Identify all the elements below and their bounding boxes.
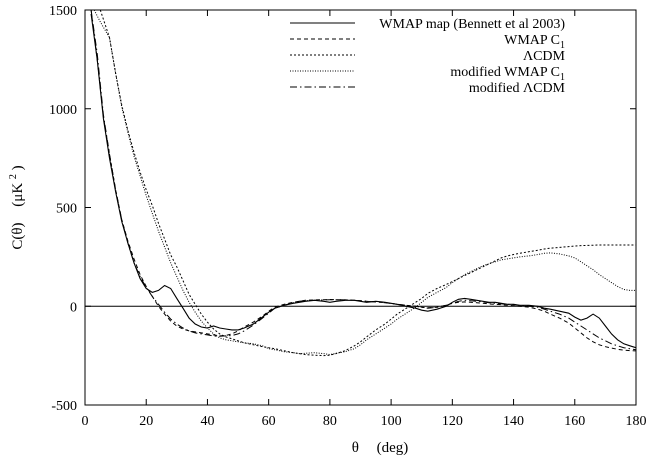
x-tick-label: 40	[200, 414, 214, 429]
legend: WMAP map (Bennett et al 2003)WMAP C1ΛCDM…	[290, 17, 566, 96]
y-tick-label: -500	[51, 399, 77, 414]
x-tick-label: 60	[262, 414, 276, 429]
y-axis-label-unit: (μK	[10, 183, 26, 207]
y-tick-label: 0	[70, 300, 77, 315]
legend-label-3: ΛCDM	[523, 49, 566, 64]
y-tick-label: 1500	[49, 4, 77, 19]
x-tick-label: 120	[442, 414, 463, 429]
x-tick-label: 0	[82, 414, 89, 429]
series-line-5	[90, 10, 636, 351]
ticks: 0 20 40 60 80 100 120 140 160 180 -500 0 500 1000 1500	[49, 4, 647, 429]
legend-label-1: WMAP map (Bennett et al 2003)	[379, 17, 565, 32]
y-axis-label-unit-close: )	[10, 165, 26, 170]
legend-label-2: WMAP C1	[504, 33, 565, 51]
x-tick-label: 80	[323, 414, 337, 429]
legend-label-4: modified WMAP C1	[450, 65, 565, 83]
legend-label-5: modified ΛCDM	[469, 81, 566, 96]
series-line-1	[90, 13, 636, 349]
x-tick-label: 180	[626, 414, 647, 429]
y-tick-label: 500	[56, 202, 77, 217]
plot-lines	[90, 10, 636, 357]
y-axis-label-main: C(θ)	[10, 222, 26, 249]
y-tick-label: 1000	[49, 103, 77, 118]
x-tick-label: 20	[139, 414, 153, 429]
x-axis-label: θ (deg)	[352, 440, 409, 456]
x-tick-label: 160	[564, 414, 585, 429]
series-line-4	[93, 10, 636, 356]
x-tick-label: 100	[381, 414, 402, 429]
y-axis-label-unit-exponent: 2	[8, 174, 19, 179]
x-axis-label-unit: (deg)	[377, 440, 409, 456]
x-tick-label: 140	[503, 414, 524, 429]
y-axis-label: C(θ) (μK 2 )	[4, 165, 26, 249]
x-axis-label-main: θ	[352, 440, 359, 456]
